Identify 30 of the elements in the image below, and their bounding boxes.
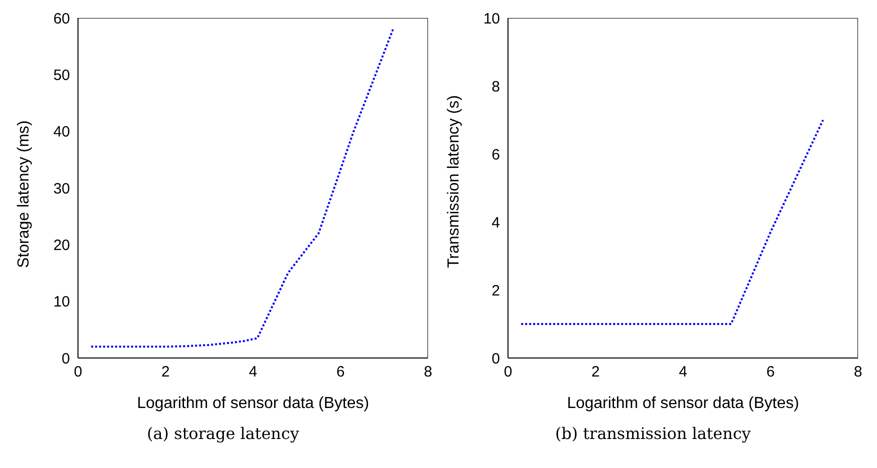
y-tick-label: 0 — [492, 350, 500, 368]
x-tick-label: 4 — [678, 364, 688, 381]
y-tick-label: 60 — [53, 10, 70, 28]
x-tick-label: 8 — [424, 364, 432, 381]
y-tick-label: 10 — [483, 10, 500, 28]
y-tick-label: 20 — [53, 236, 70, 254]
x-tick-label: 0 — [504, 364, 512, 381]
x-tick-label: 0 — [74, 364, 82, 381]
x-tick-label: 2 — [591, 364, 600, 381]
text: (a) storage latency — [146, 424, 300, 443]
x-axis-title: Logarithm of sensor data (Bytes) — [136, 395, 370, 412]
y-axis-title: Storage latency (ms) — [16, 120, 33, 268]
x-tick-label: 8 — [854, 364, 862, 381]
y-axis-title: Transmission latency (s) — [446, 95, 463, 268]
y-tick-label: 10 — [53, 294, 70, 311]
y-tick-label: 40 — [53, 124, 70, 141]
y-tick-label: 30 — [53, 180, 70, 198]
x-axis-title: Logarithm of sensor data (Bytes) — [566, 395, 800, 412]
y-tick-label: 4 — [492, 214, 500, 232]
text: (b) transmission latency — [554, 424, 752, 443]
x-tick-label: 4 — [248, 364, 258, 381]
y-tick-label: 6 — [492, 146, 500, 164]
y-tick-label: 8 — [492, 78, 500, 96]
x-tick-label: 6 — [336, 364, 345, 381]
line-series — [90, 28, 394, 348]
x-tick-label: 2 — [161, 364, 170, 381]
x-tick-label: 6 — [766, 364, 775, 381]
y-tick-label: 0 — [62, 350, 70, 368]
y-tick-label: 2 — [492, 282, 500, 300]
y-tick-label: 50 — [53, 66, 70, 84]
